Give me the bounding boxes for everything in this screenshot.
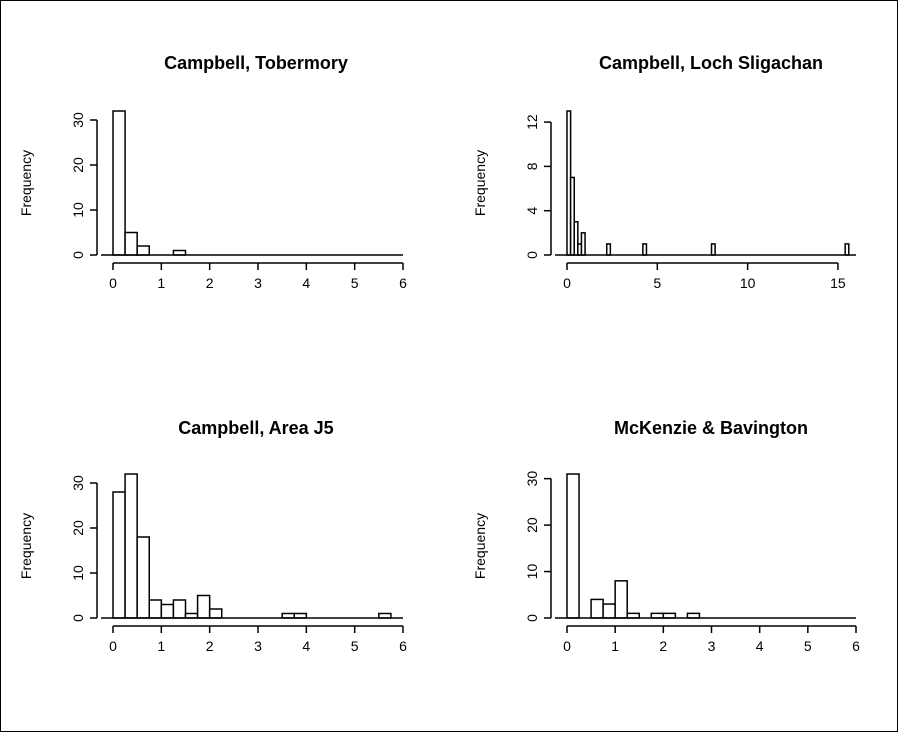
histogram-bar [160,603,175,619]
histogram-bar [172,599,187,619]
y-axis-label: Frequency [472,150,488,216]
y-axis-label: Frequency [472,513,488,579]
x-tick-label: 3 [254,275,262,291]
y-tick-label: 0 [524,614,540,622]
x-tick-label: 6 [852,638,860,654]
x-tick-label: 6 [399,275,407,291]
histogram-bar [580,232,586,256]
histogram-bar [605,243,612,256]
y-tick-label: 12 [524,114,540,130]
x-tick-label: 5 [804,638,812,654]
x-tick-label: 10 [740,275,756,291]
histogram-bar [136,536,151,619]
x-tick-label: 5 [351,638,359,654]
x-tick-label: 5 [351,275,359,291]
y-tick-label: 30 [524,471,540,487]
y-tick-label: 0 [70,251,86,259]
y-tick-label: 30 [70,112,86,128]
histogram-panel: Campbell, Tobermory Frequency 0 1 2 3 4 5 6 0 10 20… [18,53,407,291]
y-tick-label: 4 [524,207,540,215]
x-tick-label: 0 [109,638,117,654]
x-tick-label: 1 [157,275,165,291]
y-tick-label: 20 [524,517,540,533]
histogram-bar [148,599,163,619]
x-tick-label: 2 [206,275,214,291]
x-tick-label: 4 [756,638,764,654]
histogram-bar [124,473,138,619]
histogram-panel: Campbell, Loch Sligachan Frequency 0 5 10 15 0… [472,53,856,291]
histogram-bar [844,243,850,256]
x-tick-label: 6 [399,638,407,654]
x-tick-label: 0 [563,275,571,291]
y-tick-label: 10 [524,564,540,580]
x-tick-label: 4 [302,638,310,654]
x-tick-label: 2 [206,638,214,654]
y-axis-label: Frequency [18,150,34,216]
y-tick-label: 30 [70,475,86,491]
x-tick-label: 4 [302,275,310,291]
histogram-bar [112,110,126,256]
x-tick-label: 2 [659,638,667,654]
panel-title: Campbell, Tobermory [164,53,348,73]
histogram-bar [112,491,126,619]
x-tick-label: 3 [254,638,262,654]
x-tick-label: 1 [157,638,165,654]
y-tick-label: 8 [524,162,540,170]
x-tick-label: 1 [611,638,619,654]
y-tick-label: 20 [70,520,86,536]
histogram-bar [642,243,648,256]
x-tick-label: 3 [708,638,716,654]
y-tick-label: 0 [70,614,86,622]
x-tick-label: 0 [109,275,117,291]
panel-title: Campbell, Area J5 [178,418,333,438]
y-tick-label: 10 [70,565,86,581]
histogram-bar [124,231,138,256]
x-tick-label: 15 [830,275,846,291]
histogram-bar [208,608,223,619]
histogram-bar [196,594,211,619]
y-tick-label: 20 [70,157,86,173]
histogram-panel: Campbell, Area J5 Frequency 0 1 2 3 4 5 6 0 10 20 30 [18,418,407,654]
histogram-bar [566,473,580,619]
panel-title: Campbell, Loch Sligachan [599,53,823,73]
histogram-bar [136,245,151,256]
histogram-bar [710,243,716,256]
histogram-bar [614,580,628,619]
y-axis-label: Frequency [18,513,34,579]
y-tick-label: 10 [70,202,86,218]
y-tick-label: 0 [524,251,540,259]
histogram-bar [590,598,604,619]
x-tick-label: 0 [563,638,571,654]
x-tick-label: 5 [653,275,661,291]
panel-title: McKenzie & Bavington [614,418,808,438]
histogram-panel: McKenzie & Bavington Frequency 0 1 2 3 4 5 6 0 10 2… [472,418,860,654]
histogram-bar [602,603,616,619]
